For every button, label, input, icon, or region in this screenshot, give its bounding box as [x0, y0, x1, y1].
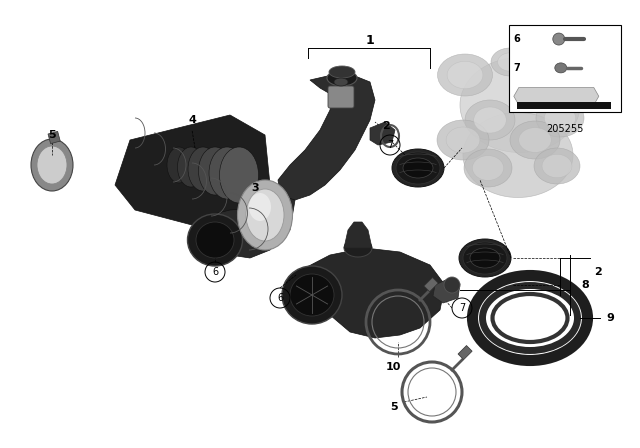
Ellipse shape — [465, 100, 515, 140]
Ellipse shape — [447, 61, 483, 89]
Ellipse shape — [515, 61, 565, 99]
Ellipse shape — [474, 107, 506, 133]
Ellipse shape — [37, 146, 67, 184]
Ellipse shape — [491, 48, 529, 76]
Bar — [509, 25, 621, 112]
Ellipse shape — [498, 53, 522, 71]
Ellipse shape — [392, 149, 444, 187]
Bar — [424, 277, 438, 292]
Ellipse shape — [188, 147, 218, 191]
Text: 3: 3 — [251, 183, 259, 193]
Ellipse shape — [472, 155, 504, 181]
Ellipse shape — [334, 78, 348, 86]
Ellipse shape — [198, 147, 232, 195]
Ellipse shape — [470, 248, 500, 268]
Text: 9: 9 — [606, 313, 614, 323]
Ellipse shape — [146, 147, 164, 175]
Text: 4: 4 — [188, 115, 196, 125]
Ellipse shape — [246, 189, 284, 241]
Ellipse shape — [249, 193, 271, 221]
Ellipse shape — [290, 274, 334, 316]
Polygon shape — [200, 178, 295, 258]
Ellipse shape — [220, 147, 259, 203]
Ellipse shape — [31, 139, 73, 191]
Ellipse shape — [536, 99, 584, 137]
Bar — [517, 102, 611, 108]
Ellipse shape — [282, 266, 342, 324]
Ellipse shape — [519, 128, 551, 152]
Ellipse shape — [510, 121, 560, 159]
Ellipse shape — [463, 112, 573, 198]
Ellipse shape — [403, 158, 433, 178]
Ellipse shape — [463, 242, 507, 274]
Ellipse shape — [534, 148, 580, 184]
Polygon shape — [305, 248, 445, 338]
Ellipse shape — [344, 239, 372, 257]
Ellipse shape — [437, 120, 489, 160]
Ellipse shape — [167, 147, 191, 183]
Ellipse shape — [329, 66, 355, 78]
Circle shape — [553, 33, 564, 45]
Ellipse shape — [446, 127, 480, 153]
Text: 6: 6 — [277, 293, 283, 303]
Ellipse shape — [327, 70, 357, 86]
Ellipse shape — [502, 302, 557, 334]
Ellipse shape — [438, 54, 493, 96]
Text: 5: 5 — [48, 130, 56, 140]
Ellipse shape — [556, 81, 594, 109]
Circle shape — [444, 277, 460, 293]
Ellipse shape — [555, 63, 567, 73]
Ellipse shape — [524, 68, 556, 92]
Ellipse shape — [177, 147, 205, 187]
Ellipse shape — [188, 214, 243, 266]
Ellipse shape — [396, 152, 440, 184]
Polygon shape — [278, 72, 375, 200]
FancyBboxPatch shape — [328, 86, 354, 108]
Ellipse shape — [545, 106, 575, 130]
Ellipse shape — [196, 222, 234, 258]
Ellipse shape — [209, 147, 245, 199]
Text: 205255: 205255 — [546, 124, 584, 134]
Polygon shape — [344, 222, 372, 248]
Polygon shape — [433, 278, 460, 303]
Text: 7: 7 — [387, 140, 393, 150]
Text: 2: 2 — [594, 267, 602, 276]
Ellipse shape — [237, 180, 292, 250]
Text: 5: 5 — [390, 402, 398, 412]
Ellipse shape — [459, 239, 511, 277]
Ellipse shape — [563, 86, 588, 104]
Text: 8: 8 — [581, 280, 589, 290]
Bar — [48, 131, 60, 144]
Text: 7: 7 — [459, 303, 465, 313]
Polygon shape — [115, 115, 270, 235]
Ellipse shape — [157, 147, 177, 179]
Bar — [458, 345, 472, 360]
Polygon shape — [370, 122, 395, 145]
Ellipse shape — [464, 149, 512, 187]
Text: 7: 7 — [513, 63, 520, 73]
Text: 6: 6 — [212, 267, 218, 277]
Polygon shape — [514, 87, 599, 105]
Text: 2: 2 — [382, 121, 390, 131]
Text: 10: 10 — [385, 362, 401, 372]
Ellipse shape — [542, 154, 572, 178]
Text: 1: 1 — [365, 34, 374, 47]
Ellipse shape — [460, 57, 580, 152]
Text: 6: 6 — [513, 34, 520, 44]
